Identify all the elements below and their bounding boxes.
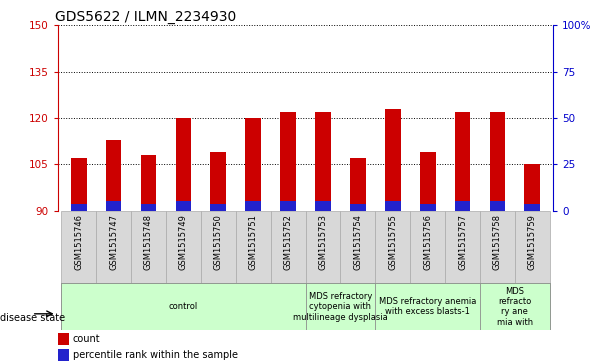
- Text: percentile rank within the sample: percentile rank within the sample: [72, 350, 238, 360]
- Text: GSM1515751: GSM1515751: [249, 214, 258, 270]
- Text: count: count: [72, 334, 100, 344]
- Text: GSM1515746: GSM1515746: [74, 214, 83, 270]
- Bar: [106, 201, 122, 211]
- Bar: [489, 112, 505, 211]
- Bar: [140, 155, 156, 211]
- Bar: [489, 201, 505, 211]
- Bar: [305, 211, 340, 283]
- Bar: [176, 201, 192, 211]
- Bar: [315, 201, 331, 211]
- Text: MDS refractory anemia
with excess blasts-1: MDS refractory anemia with excess blasts…: [379, 297, 476, 317]
- Bar: [131, 211, 166, 283]
- Bar: [61, 211, 96, 283]
- Bar: [455, 201, 471, 211]
- Bar: [201, 211, 236, 283]
- Bar: [280, 201, 296, 211]
- Bar: [106, 140, 122, 211]
- Bar: [166, 211, 201, 283]
- Bar: [445, 211, 480, 283]
- Text: GSM1515752: GSM1515752: [283, 214, 292, 270]
- Bar: [245, 201, 261, 211]
- Bar: [58, 349, 69, 362]
- Bar: [140, 204, 156, 211]
- Text: GSM1515754: GSM1515754: [353, 214, 362, 270]
- Bar: [480, 283, 550, 330]
- Text: GSM1515747: GSM1515747: [109, 214, 118, 270]
- Bar: [350, 158, 366, 211]
- Text: MDS
refracto
ry ane
mia with: MDS refracto ry ane mia with: [497, 287, 533, 327]
- Bar: [455, 112, 471, 211]
- Bar: [375, 211, 410, 283]
- Text: disease state: disease state: [0, 313, 65, 323]
- Text: GSM1515758: GSM1515758: [493, 214, 502, 270]
- Text: GSM1515749: GSM1515749: [179, 214, 188, 270]
- Bar: [210, 204, 226, 211]
- Bar: [410, 211, 445, 283]
- Bar: [58, 333, 69, 345]
- Text: GSM1515759: GSM1515759: [528, 214, 537, 270]
- Bar: [525, 204, 540, 211]
- Bar: [280, 112, 296, 211]
- Text: GDS5622 / ILMN_2234930: GDS5622 / ILMN_2234930: [55, 11, 237, 24]
- Bar: [315, 112, 331, 211]
- Bar: [245, 118, 261, 211]
- Bar: [271, 211, 305, 283]
- Bar: [71, 204, 86, 211]
- Text: GSM1515757: GSM1515757: [458, 214, 467, 270]
- Bar: [375, 283, 480, 330]
- Text: GSM1515755: GSM1515755: [389, 214, 397, 270]
- Bar: [236, 211, 271, 283]
- Bar: [61, 283, 305, 330]
- Bar: [515, 211, 550, 283]
- Bar: [340, 211, 375, 283]
- Bar: [385, 109, 401, 211]
- Text: GSM1515756: GSM1515756: [423, 214, 432, 270]
- Bar: [176, 118, 192, 211]
- Text: GSM1515748: GSM1515748: [144, 214, 153, 270]
- Text: control: control: [169, 302, 198, 311]
- Text: GSM1515750: GSM1515750: [214, 214, 223, 270]
- Bar: [350, 204, 366, 211]
- Bar: [525, 164, 540, 211]
- Bar: [71, 158, 86, 211]
- Text: GSM1515753: GSM1515753: [319, 214, 328, 270]
- Bar: [420, 152, 435, 211]
- Bar: [385, 201, 401, 211]
- Bar: [305, 283, 375, 330]
- Bar: [96, 211, 131, 283]
- Bar: [210, 152, 226, 211]
- Bar: [480, 211, 515, 283]
- Bar: [420, 204, 435, 211]
- Text: MDS refractory
cytopenia with
multilineage dysplasia: MDS refractory cytopenia with multilinea…: [293, 292, 388, 322]
